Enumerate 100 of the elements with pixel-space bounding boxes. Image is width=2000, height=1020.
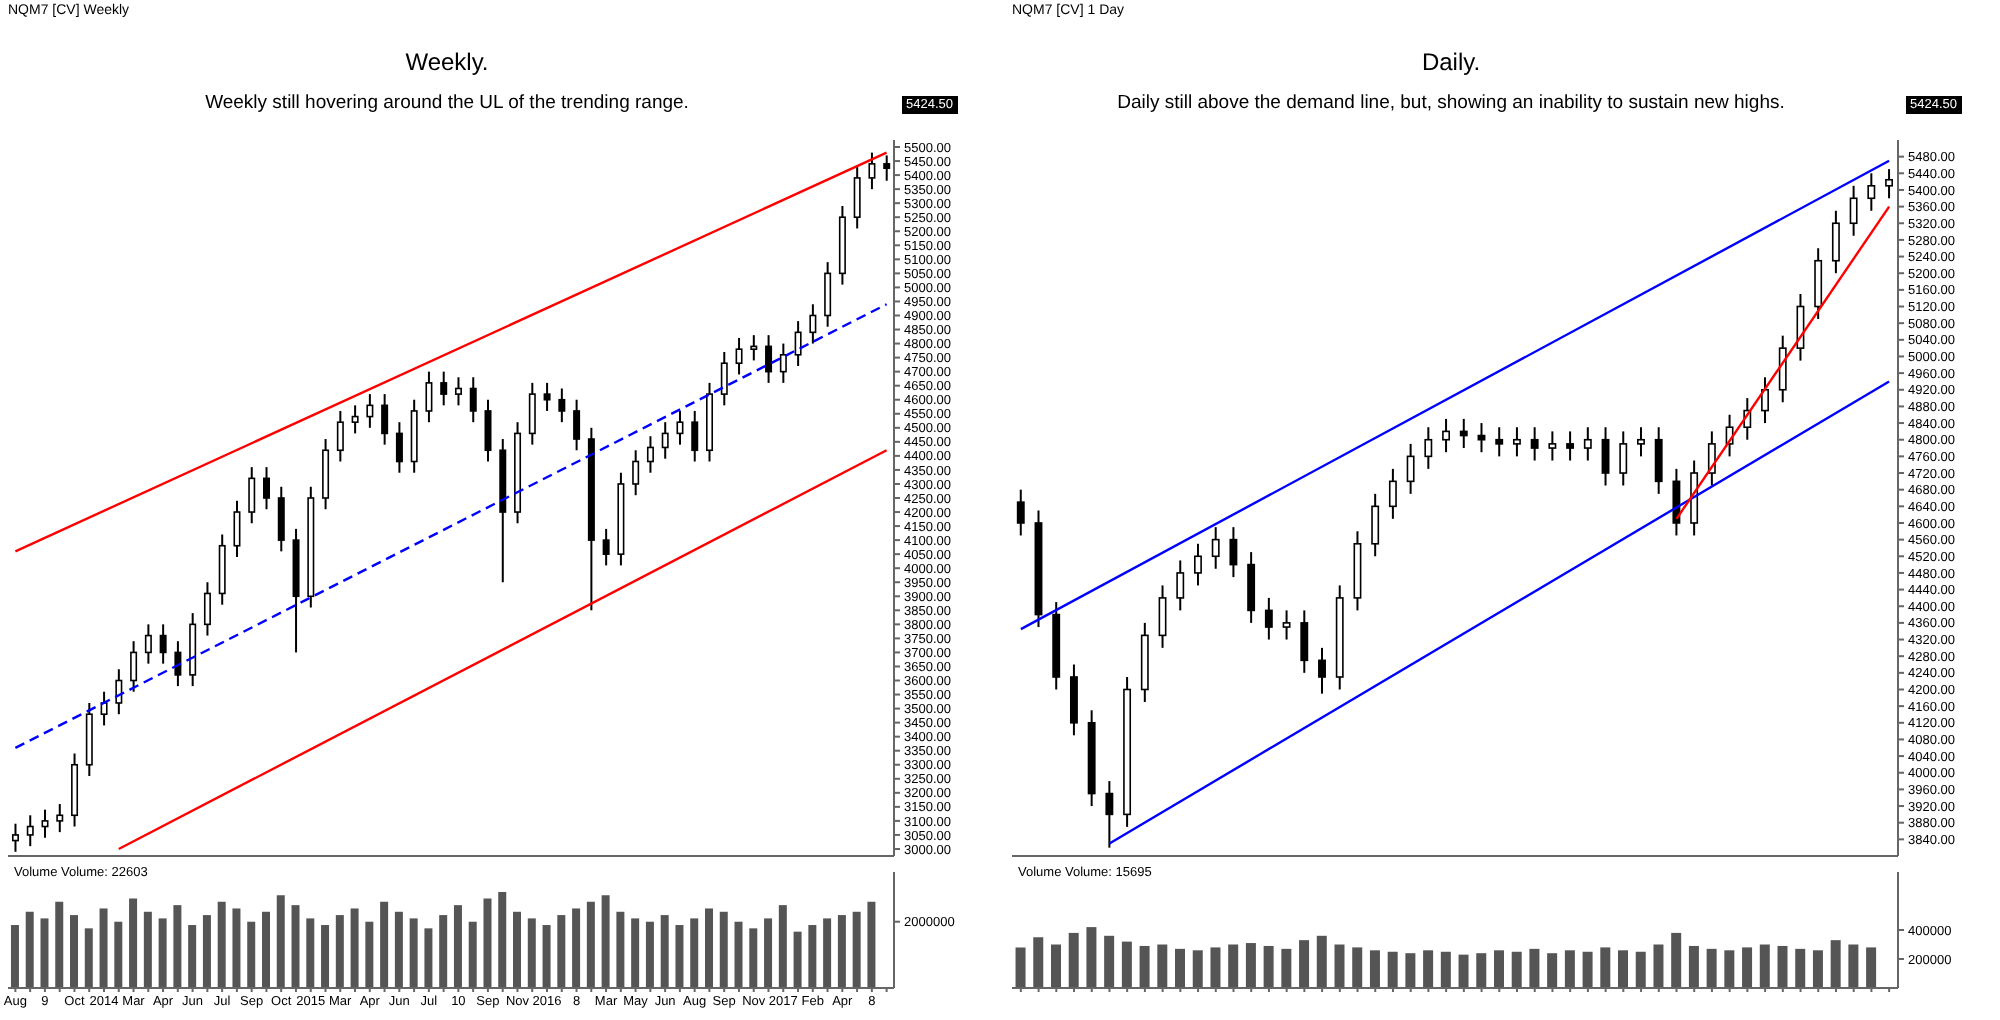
bar [1104,935,1115,988]
bar [232,908,241,988]
bar [704,908,713,988]
candlestick [277,485,285,553]
candlestick [1814,247,1823,320]
bar [1192,950,1203,988]
bar [867,901,876,988]
bar [276,895,285,988]
bar [453,905,462,988]
chart-title: Daily. [1419,48,1483,76]
candlestick [115,668,123,716]
candlestick [750,334,758,362]
candlestick [1654,426,1663,495]
bar [808,925,817,988]
bar [424,928,433,988]
bar [1511,951,1522,988]
bar [837,915,846,988]
candlestick [1512,426,1521,458]
bar [690,918,699,988]
bar [793,931,802,988]
candlestick [440,370,448,407]
bar [1671,932,1682,988]
bar [749,928,758,988]
bar [1635,951,1646,988]
bar [513,911,522,988]
candlestick [779,342,787,384]
candlestick [676,409,684,446]
bar [1316,935,1327,988]
bar [1759,944,1770,988]
bar [143,911,152,988]
candlestick [1069,663,1078,737]
bar [1352,947,1363,988]
candlestick [425,370,433,424]
candlestick [691,409,699,463]
candlestick [602,527,610,567]
chart-title: Weekly. [403,48,491,76]
bar [1423,950,1434,988]
bar [660,915,669,988]
bar [778,905,787,988]
candlestick [203,581,211,637]
candlestick [1672,467,1681,537]
candlestick [484,398,492,463]
candlestick [1247,551,1256,624]
bar [409,918,418,988]
candlestick [1194,542,1202,587]
candlestick [1371,492,1380,558]
bar [1724,950,1735,988]
candlestick [853,165,861,230]
candlestick [661,421,669,460]
candlestick [1300,609,1309,674]
bar [1547,953,1558,988]
bar [188,925,197,988]
bar [852,911,861,988]
candlestick [883,154,891,182]
text: Daily still above the demand line, but, showing an inability to sustain new highs. [1115,92,1787,114]
candlestick [1211,526,1220,570]
bar [1777,945,1788,988]
bar [158,918,167,988]
candlestick [573,398,581,452]
bar [483,898,492,988]
bar [1600,947,1611,988]
bar [616,911,625,988]
candlestick [528,381,536,446]
bar [586,901,595,988]
bar [1121,941,1132,988]
candlestick [1229,526,1238,579]
bar [1529,948,1540,988]
bar [1458,954,1469,988]
bar [1706,948,1717,988]
candlestick [1583,426,1592,462]
candlestick [735,336,743,376]
bar [1228,944,1239,988]
bar [719,911,728,988]
candlestick [794,320,802,368]
bar [1334,944,1345,988]
bar [1440,951,1451,988]
bar [1688,945,1699,988]
candlestick [1761,376,1769,425]
bar [1139,945,1150,988]
candlestick [1637,426,1645,458]
candlestick [868,151,876,191]
bar [1830,940,1841,988]
bar [350,908,359,988]
bar [1299,940,1310,988]
bar [1015,947,1026,988]
candlestick [263,466,271,511]
bar [1033,937,1044,988]
candlestick [1867,172,1876,212]
candlestick [322,438,330,511]
candlestick [558,387,566,424]
candlestick [144,623,152,665]
bar [557,915,566,988]
candlestick [824,261,832,328]
candlestick [336,409,344,463]
candlestick [1548,430,1557,462]
candlestick [1318,646,1326,695]
bar [365,921,374,988]
bar [380,901,389,988]
bar [1263,945,1274,988]
candlestick [454,376,462,407]
